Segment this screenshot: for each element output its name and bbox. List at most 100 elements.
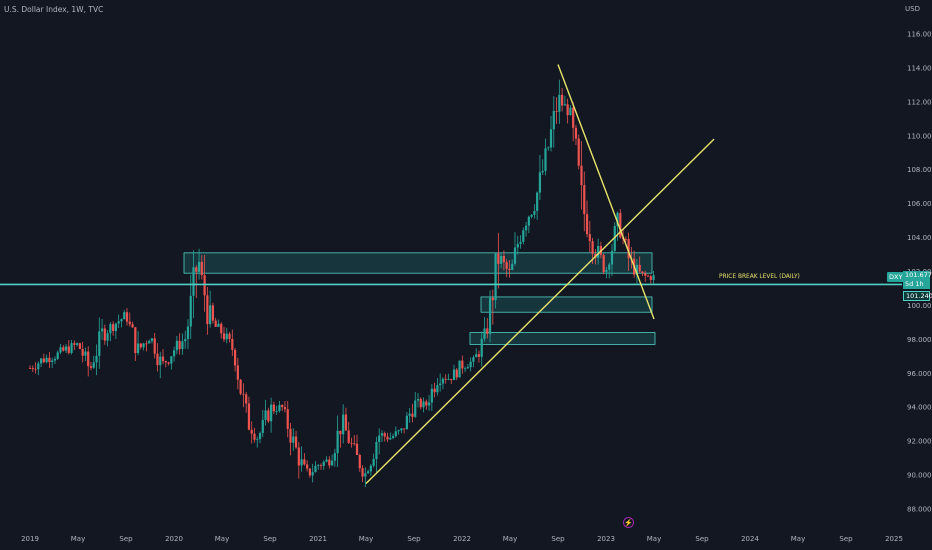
candle-body bbox=[294, 436, 298, 448]
candle-body bbox=[239, 379, 242, 394]
trendline bbox=[365, 138, 715, 485]
candle-body bbox=[447, 378, 450, 380]
candle-body bbox=[561, 94, 564, 106]
candle-body bbox=[605, 269, 608, 273]
candle-body bbox=[136, 343, 140, 353]
candle-body bbox=[159, 356, 162, 366]
countdown-value: 5d 1h bbox=[905, 279, 924, 288]
candle-body bbox=[452, 369, 456, 381]
candle-body bbox=[131, 324, 134, 328]
candle-body bbox=[214, 320, 217, 327]
candle-body bbox=[289, 428, 292, 443]
candle-body bbox=[200, 261, 203, 276]
currency-label: USD bbox=[905, 5, 920, 13]
candle-body bbox=[247, 403, 251, 430]
candle-body bbox=[95, 355, 98, 363]
x-tick-label: 2021 bbox=[309, 535, 327, 543]
logo-icon[interactable]: ⚡ bbox=[623, 517, 634, 528]
candle-body bbox=[89, 366, 93, 368]
candle-body bbox=[513, 247, 517, 264]
candle-body bbox=[408, 413, 411, 416]
candle-body bbox=[527, 216, 530, 226]
candle-body bbox=[153, 338, 156, 354]
candle-body bbox=[411, 413, 414, 417]
candle-body bbox=[51, 360, 54, 363]
y-tick-label: 116.000 bbox=[907, 31, 932, 39]
candle-body bbox=[264, 410, 267, 420]
x-tick-label: 2019 bbox=[21, 535, 39, 543]
candle-body bbox=[184, 339, 187, 342]
candle-body bbox=[283, 407, 287, 410]
candle-body bbox=[109, 324, 112, 334]
candle-body bbox=[358, 454, 361, 469]
candle-body bbox=[114, 323, 118, 332]
y-tick-label: 112.000 bbox=[907, 98, 932, 106]
candle-body bbox=[258, 432, 262, 440]
x-axis: 2019 May Sep 2020 May Sep 2021 May Sep 2022 May Sep… bbox=[21, 535, 903, 543]
x-tick-label: Sep bbox=[839, 535, 853, 543]
candle-body bbox=[505, 262, 508, 269]
candle-body bbox=[502, 255, 506, 263]
candle-body bbox=[76, 343, 79, 345]
x-tick-label: 2023 bbox=[597, 535, 615, 543]
candle-body bbox=[67, 346, 70, 353]
candle-body bbox=[98, 331, 101, 356]
candle-body bbox=[34, 368, 37, 370]
trendline bbox=[557, 64, 655, 320]
candle-body bbox=[608, 264, 611, 270]
candle-body bbox=[383, 433, 386, 437]
candle-body bbox=[577, 138, 580, 166]
y-tick-label: 106.000 bbox=[907, 200, 932, 208]
x-tick-label: Sep bbox=[695, 535, 709, 543]
candle-body bbox=[31, 368, 34, 370]
y-tick-label: 100.000 bbox=[907, 302, 932, 310]
candle-body bbox=[547, 147, 550, 149]
candle-body bbox=[641, 271, 644, 274]
level-price-tag: 101.240 bbox=[903, 291, 932, 301]
candle-body bbox=[195, 267, 198, 272]
candle-body bbox=[405, 415, 409, 430]
candle-body bbox=[610, 250, 614, 265]
candle-body bbox=[175, 340, 178, 351]
candle-body bbox=[519, 241, 522, 244]
candle-body bbox=[624, 238, 627, 240]
candle-body bbox=[173, 350, 176, 357]
candle-body bbox=[339, 430, 342, 435]
x-tick-label: May bbox=[359, 535, 373, 543]
candle-body bbox=[317, 465, 320, 467]
candle-body bbox=[206, 295, 209, 325]
candle-body bbox=[78, 343, 81, 349]
candle-body bbox=[530, 214, 533, 217]
candle-body bbox=[455, 369, 458, 378]
candle-body bbox=[552, 111, 555, 130]
candle-body bbox=[580, 165, 583, 186]
candle-body bbox=[103, 328, 106, 341]
y-tick-label: 94.000 bbox=[907, 404, 932, 412]
symbol-tag: DXY bbox=[887, 272, 905, 282]
y-tick-label: 92.000 bbox=[907, 438, 932, 446]
candle-body bbox=[292, 436, 295, 443]
candle-body bbox=[62, 347, 65, 351]
candle-body bbox=[178, 340, 181, 350]
candle-body bbox=[538, 172, 542, 193]
candle-body bbox=[488, 297, 492, 334]
candle-body bbox=[275, 411, 278, 412]
candle-body bbox=[236, 365, 239, 380]
candle-body bbox=[81, 348, 84, 356]
trendlines bbox=[0, 64, 902, 485]
candle-body bbox=[380, 433, 384, 436]
candle-body bbox=[308, 468, 312, 476]
candle-body bbox=[281, 404, 284, 408]
candle-body bbox=[328, 459, 331, 466]
candle-body bbox=[378, 435, 381, 442]
candle-body bbox=[231, 338, 234, 350]
candle-body bbox=[256, 439, 259, 440]
candle-body bbox=[278, 404, 281, 412]
last-price-value: 101.677 bbox=[905, 271, 932, 279]
candle-body bbox=[342, 414, 345, 435]
candle-body bbox=[297, 447, 300, 466]
candle-body bbox=[638, 264, 641, 272]
candle-body bbox=[245, 394, 248, 404]
x-tick-label: May bbox=[791, 535, 805, 543]
